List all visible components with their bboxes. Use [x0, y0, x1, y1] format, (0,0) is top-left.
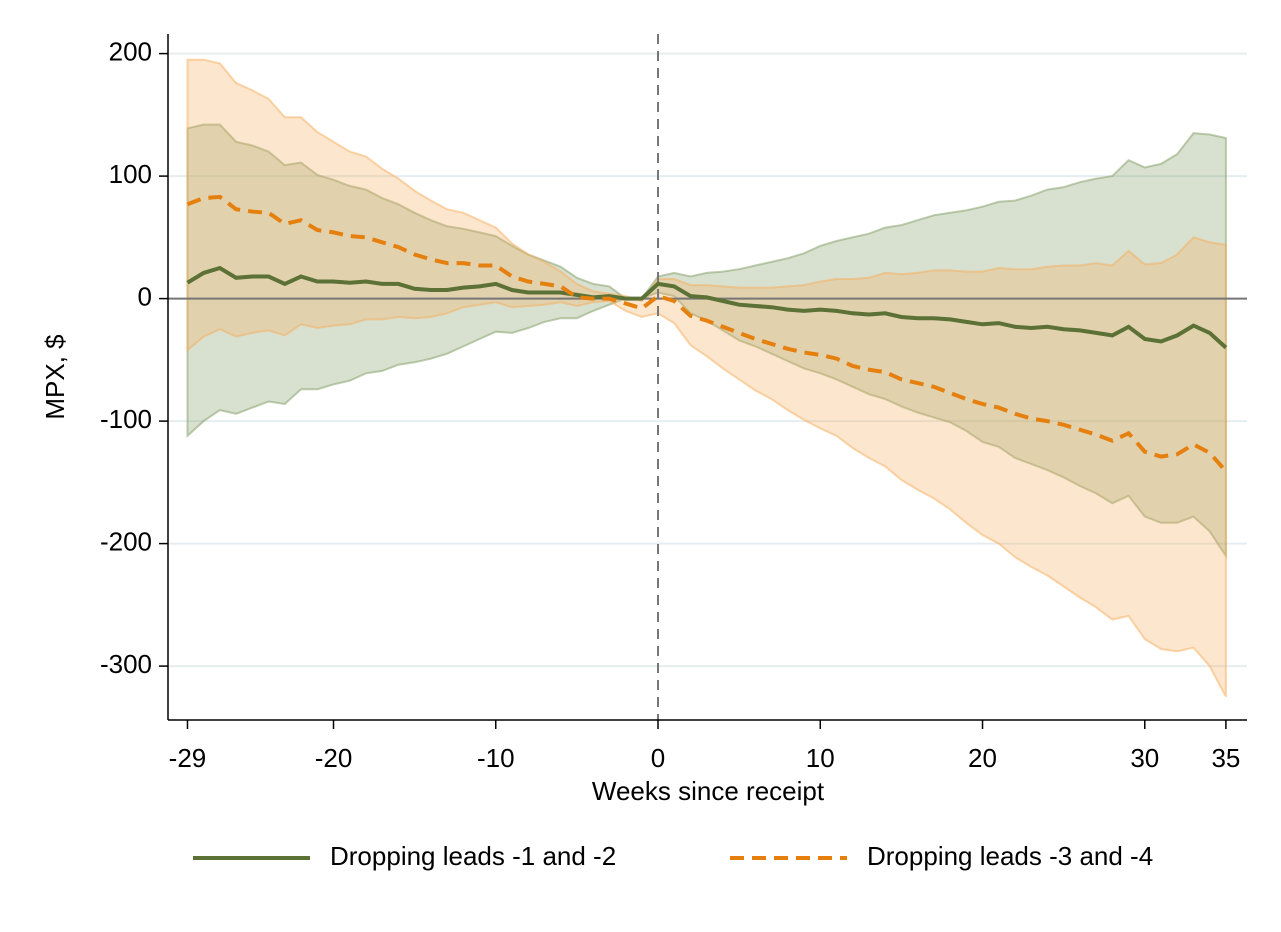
x-tick-label: 10	[806, 743, 835, 773]
x-tick-label: -29	[169, 743, 207, 773]
y-tick-label: -200	[100, 526, 152, 556]
y-tick-label: -300	[100, 649, 152, 679]
x-tick-label: -20	[315, 743, 353, 773]
mean-line	[186, 194, 1228, 473]
confidence-band	[186, 58, 1227, 698]
y-axis-label: MPX, $	[40, 334, 70, 420]
x-tick-label: 20	[968, 743, 997, 773]
x-tick-label: -10	[477, 743, 515, 773]
x-tick-label: 0	[651, 743, 665, 773]
mean-line	[186, 265, 1228, 350]
legend-label: Dropping leads -1 and -2	[330, 841, 616, 871]
y-tick-label: 0	[138, 281, 152, 311]
y-tick-label: 200	[109, 36, 152, 66]
x-axis-label: Weeks since receipt	[592, 776, 825, 806]
y-tick-label: 100	[109, 159, 152, 189]
x-tick-label: 30	[1130, 743, 1159, 773]
legend-label: Dropping leads -3 and -4	[867, 841, 1153, 871]
y-tick-label: -100	[100, 404, 152, 434]
x-tick-label: 35	[1211, 743, 1240, 773]
